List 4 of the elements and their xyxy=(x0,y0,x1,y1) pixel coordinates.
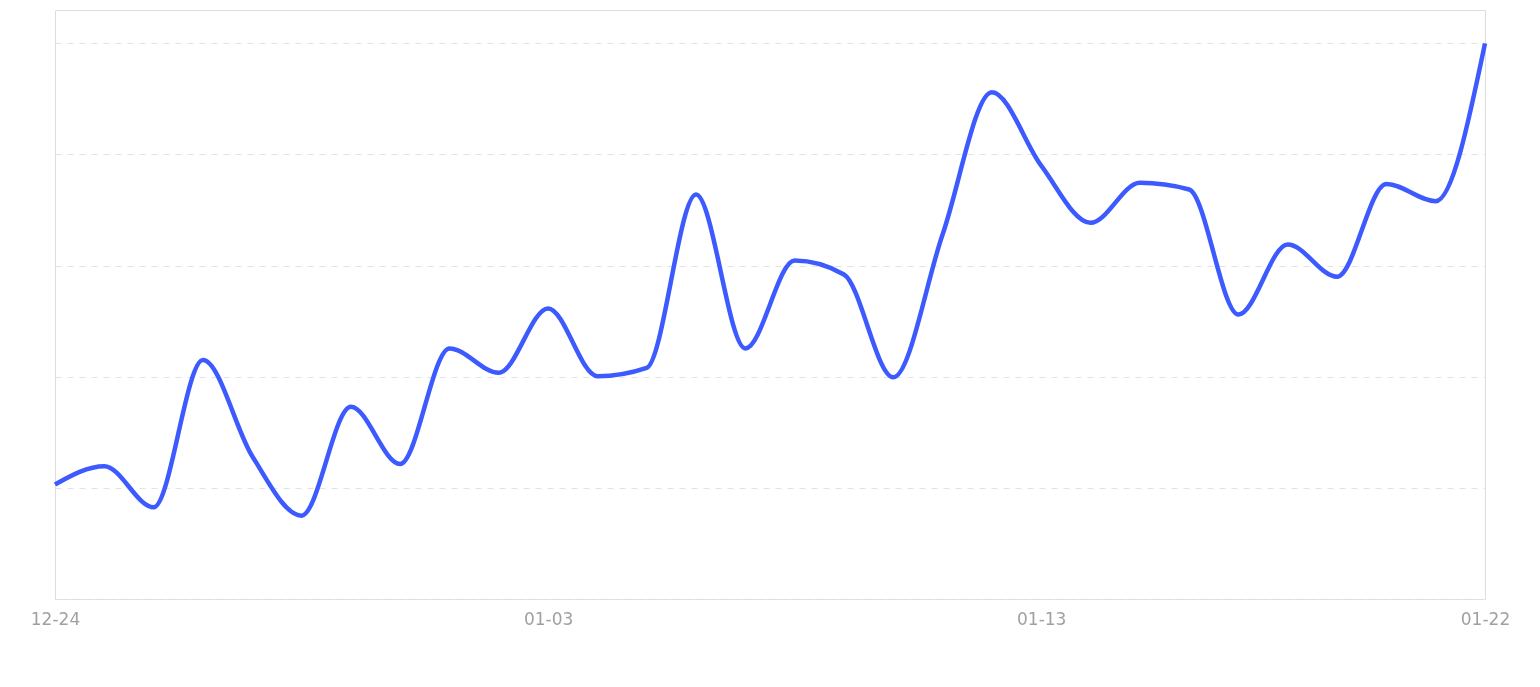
x-tick-label: 12-24 xyxy=(30,608,81,629)
x-tick-label: 01-03 xyxy=(523,608,574,629)
x-tick-label: 01-22 xyxy=(1460,608,1511,629)
x-tick-label: 01-13 xyxy=(1017,608,1067,629)
